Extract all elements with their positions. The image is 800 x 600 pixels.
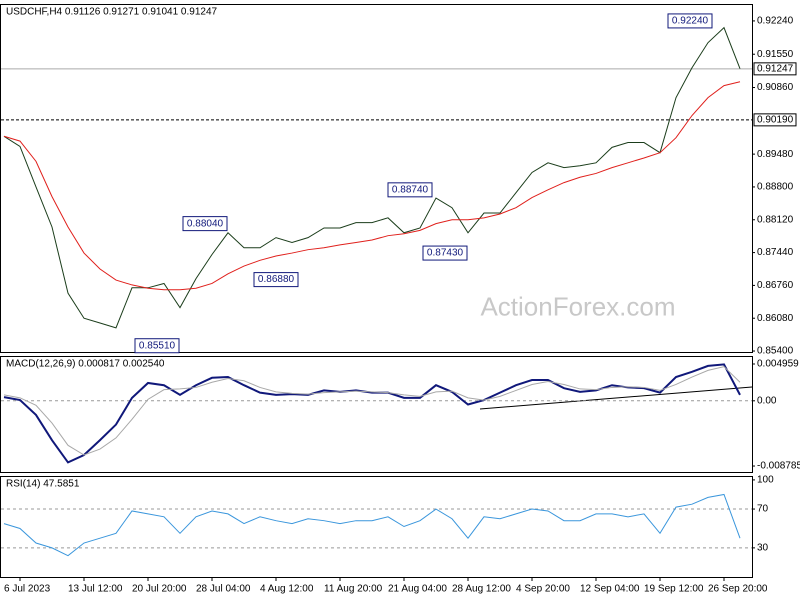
annotation-box	[134, 338, 180, 354]
series-line	[3, 26, 741, 329]
y-tick-label: 70	[757, 504, 769, 515]
pane-title: USDCHF,H4 0.91126 0.91271 0.91041 0.9124…	[6, 7, 218, 18]
y-tick-label: 0.92240	[757, 16, 794, 27]
x-tick-label: 6 Jul 2023	[4, 584, 51, 595]
macd-pane	[0, 356, 753, 473]
y-tick-label: 0.86760	[757, 280, 794, 291]
annotation-label: 0.88740	[392, 184, 429, 195]
y-tick-label: 30	[757, 543, 769, 554]
y-tick-label: 100	[757, 475, 774, 486]
y-tick-label: 0.89480	[757, 149, 794, 160]
x-tick-label: 26 Sep 20:00	[708, 584, 768, 595]
y-tick-label: 0.87440	[757, 247, 794, 258]
annotation-box	[253, 272, 299, 288]
pane-title: MACD(12,26,9) 0.000817 0.002540	[6, 359, 165, 370]
series-line	[3, 363, 741, 464]
x-tick-label: 12 Sep 04:00	[580, 584, 640, 595]
pane-title: RSI(14) 47.5851	[6, 479, 80, 490]
y-tick-label: 0.004959	[757, 359, 799, 370]
price-label: 0.90190	[757, 115, 794, 126]
y-tick-label: 0.88800	[757, 182, 794, 193]
series-line	[3, 81, 741, 291]
x-tick-label: 21 Aug 04:00	[388, 584, 447, 595]
y-tick-label: 0.86080	[757, 313, 794, 324]
annotation-label: 0.92240	[672, 16, 709, 27]
annotation-box	[667, 13, 713, 29]
price-label: 0.91247	[757, 63, 794, 74]
x-tick-label: 20 Jul 20:00	[132, 584, 187, 595]
x-tick-label: 4 Sep 20:00	[516, 584, 570, 595]
x-tick-label: 19 Sep 12:00	[644, 584, 704, 595]
price-label-box	[753, 62, 797, 76]
rsi-pane	[0, 476, 753, 578]
annotation-box	[422, 245, 468, 261]
x-tick-label: 28 Aug 12:00	[452, 584, 511, 595]
x-tick-label: 4 Aug 12:00	[260, 584, 314, 595]
annotation-label: 0.86880	[258, 274, 295, 285]
x-tick-label: 28 Jul 04:00	[196, 584, 251, 595]
annotation-label: 0.85510	[139, 340, 176, 351]
price-pane	[0, 4, 753, 353]
annotation-box	[387, 182, 433, 198]
annotation-box	[182, 216, 228, 232]
annotation-label: 0.88040	[187, 218, 224, 229]
series-line	[3, 493, 741, 557]
watermark: ActionForex.com	[480, 291, 675, 321]
x-tick-label: 13 Jul 12:00	[68, 584, 123, 595]
y-tick-label: 0.91550	[757, 49, 794, 60]
y-tick-label: 0.00	[757, 395, 777, 406]
y-tick-label: 0.85400	[757, 346, 794, 357]
y-tick-label: -0.008785	[757, 461, 800, 472]
price-label-box	[753, 113, 797, 127]
trend-line	[479, 386, 753, 410]
annotation-label: 0.87430	[427, 248, 464, 259]
y-tick-label: 0.88120	[757, 214, 794, 225]
y-tick-label: 0.90860	[757, 82, 794, 93]
series-line	[3, 366, 741, 456]
x-tick-label: 11 Aug 20:00	[324, 584, 383, 595]
